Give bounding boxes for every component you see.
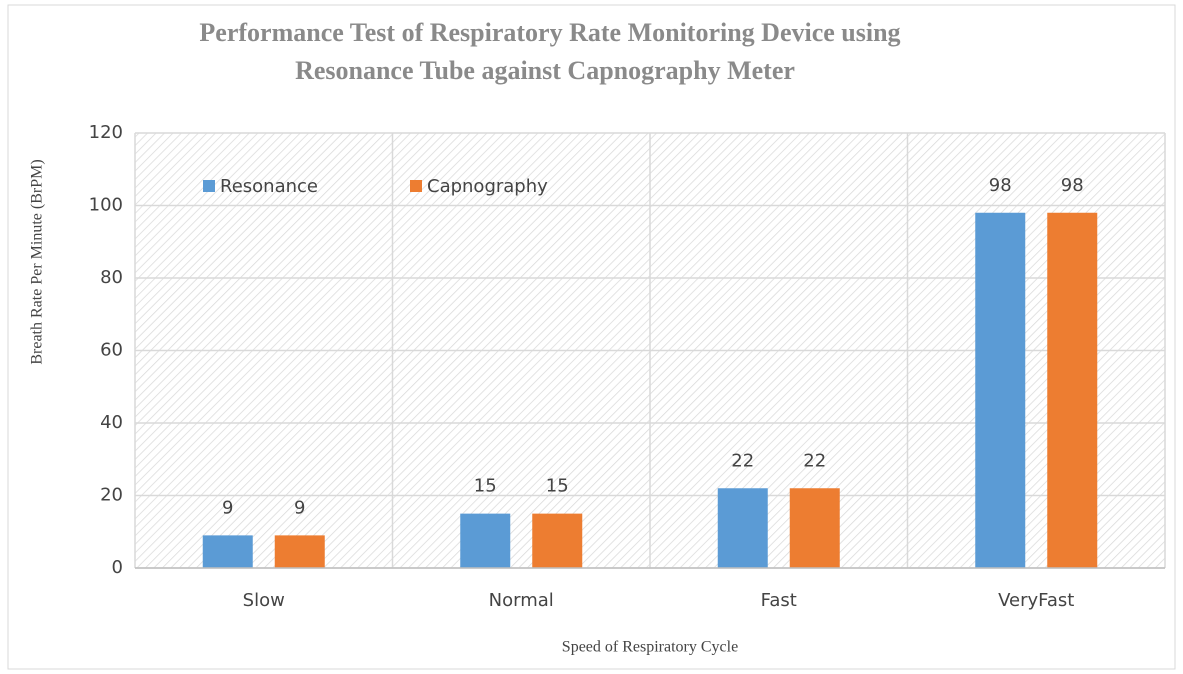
data-label: 98	[1061, 175, 1084, 196]
data-label: 9	[222, 497, 233, 518]
x-tick-label: Slow	[243, 590, 285, 611]
data-label: 15	[546, 476, 569, 497]
x-axis-label: Speed of Respiratory Cycle	[562, 639, 738, 656]
bar	[202, 535, 253, 568]
legend-label: Capnography	[427, 176, 548, 197]
bar	[975, 212, 1026, 568]
y-tick-label: 120	[89, 122, 123, 143]
y-tick-label: 80	[100, 267, 123, 288]
chart-subtitle: Resonance Tube against Capnography Meter	[295, 56, 795, 85]
bar	[789, 488, 840, 568]
x-tick-label: Fast	[761, 590, 797, 611]
bar	[1047, 212, 1098, 568]
data-label: 98	[989, 175, 1012, 196]
y-axis-label: Breath Rate Per Minute (BrPM)	[29, 159, 46, 364]
y-tick-label: 0	[112, 557, 123, 578]
data-label: 15	[474, 476, 497, 497]
legend-swatch	[410, 180, 422, 192]
chart-title: Performance Test of Respiratory Rate Mon…	[199, 18, 900, 47]
bar	[717, 488, 768, 568]
x-tick-label: Normal	[489, 590, 554, 611]
data-label: 22	[803, 450, 826, 471]
data-label: 9	[294, 497, 305, 518]
legend-label: Resonance	[220, 176, 318, 197]
x-tick-label: VeryFast	[998, 590, 1074, 611]
y-tick-label: 100	[89, 195, 123, 216]
data-label: 22	[731, 450, 754, 471]
bar	[274, 535, 325, 568]
y-tick-label: 60	[100, 340, 123, 361]
y-tick-label: 20	[100, 485, 123, 506]
bar	[460, 513, 511, 568]
legend-swatch	[203, 180, 215, 192]
bar	[532, 513, 583, 568]
y-tick-label: 40	[100, 412, 123, 433]
